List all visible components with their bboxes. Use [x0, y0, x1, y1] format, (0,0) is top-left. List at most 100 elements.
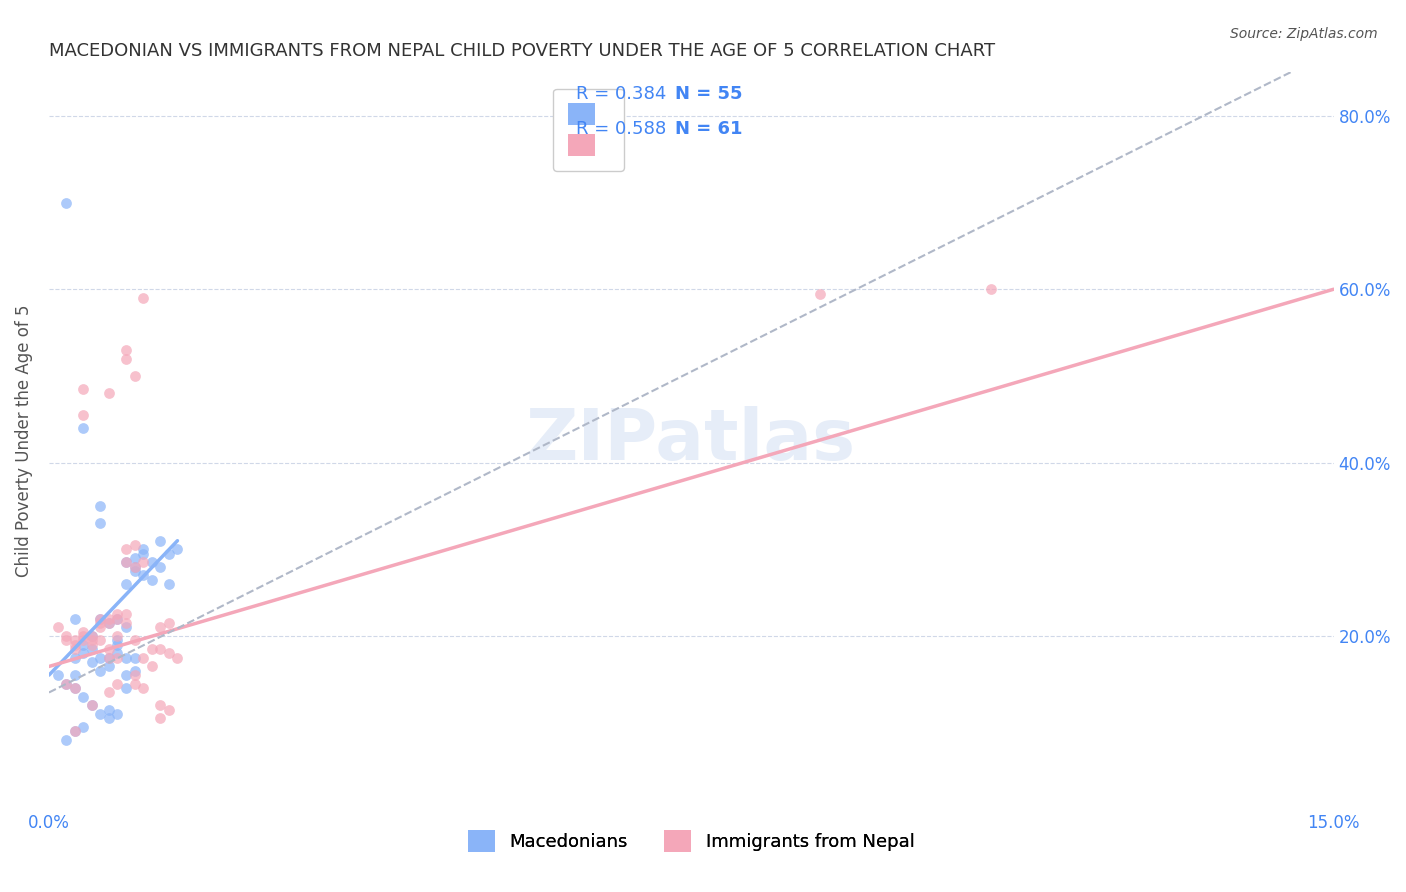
Point [149, 533, 172, 548]
Point [115, 620, 138, 634]
Point [80, 642, 103, 657]
Point [89, 612, 111, 626]
Text: R = 0.384: R = 0.384 [576, 85, 666, 103]
Point [115, 555, 138, 569]
Point [72, 408, 94, 422]
Point [124, 538, 146, 552]
Point [89, 516, 111, 531]
Point [115, 542, 138, 557]
Point [132, 555, 155, 569]
Point [980, 282, 1002, 296]
Point [89, 650, 111, 665]
Point [97, 642, 120, 657]
Point [115, 351, 138, 366]
Point [124, 564, 146, 578]
Point [80, 629, 103, 643]
Point [63, 650, 86, 665]
Legend: Macedonians, Immigrants from Nepal: Macedonians, Immigrants from Nepal [461, 823, 922, 860]
Point [97, 685, 120, 699]
Point [63, 668, 86, 682]
Point [132, 650, 155, 665]
Point [97, 616, 120, 631]
Point [141, 573, 163, 587]
Point [107, 677, 129, 691]
Point [149, 698, 172, 713]
Point [124, 650, 146, 665]
Point [149, 711, 172, 725]
Point [166, 542, 188, 557]
Point [80, 698, 103, 713]
Point [107, 629, 129, 643]
Point [63, 681, 86, 695]
Point [149, 642, 172, 657]
Point [149, 620, 172, 634]
Point [97, 711, 120, 725]
Point [89, 664, 111, 678]
Point [55, 677, 77, 691]
Point [115, 650, 138, 665]
Point [72, 382, 94, 396]
Point [132, 547, 155, 561]
Point [115, 577, 138, 591]
Point [124, 633, 146, 648]
Point [63, 681, 86, 695]
Point [107, 638, 129, 652]
Point [72, 647, 94, 661]
Point [107, 633, 129, 648]
Point [89, 633, 111, 648]
Point [72, 421, 94, 435]
Point [72, 633, 94, 648]
Text: Source: ZipAtlas.com: Source: ZipAtlas.com [1230, 27, 1378, 41]
Point [80, 638, 103, 652]
Point [89, 499, 111, 513]
Point [141, 659, 163, 673]
Point [115, 681, 138, 695]
Point [141, 642, 163, 657]
Point [124, 559, 146, 574]
Point [72, 638, 94, 652]
Point [107, 647, 129, 661]
Point [97, 386, 120, 401]
Point [107, 612, 129, 626]
Point [107, 707, 129, 722]
Point [115, 616, 138, 631]
Point [115, 668, 138, 682]
Point [124, 668, 146, 682]
Point [72, 720, 94, 734]
Point [80, 629, 103, 643]
Point [141, 555, 163, 569]
Point [157, 616, 180, 631]
Point [97, 703, 120, 717]
Point [46, 668, 69, 682]
Point [55, 195, 77, 210]
Point [97, 659, 120, 673]
Point [97, 650, 120, 665]
Point [97, 612, 120, 626]
Point [72, 690, 94, 704]
Point [132, 568, 155, 582]
Point [107, 607, 129, 622]
Point [89, 612, 111, 626]
Point [115, 343, 138, 357]
Point [132, 291, 155, 305]
Point [55, 629, 77, 643]
Point [80, 698, 103, 713]
Text: N = 55: N = 55 [675, 85, 742, 103]
Point [808, 286, 831, 301]
Point [63, 633, 86, 648]
Point [107, 612, 129, 626]
Point [124, 677, 146, 691]
Point [72, 624, 94, 639]
Point [124, 551, 146, 566]
Point [80, 655, 103, 669]
Text: MACEDONIAN VS IMMIGRANTS FROM NEPAL CHILD POVERTY UNDER THE AGE OF 5 CORRELATION: MACEDONIAN VS IMMIGRANTS FROM NEPAL CHIL… [49, 42, 995, 60]
Point [157, 577, 180, 591]
Point [124, 559, 146, 574]
Point [63, 724, 86, 739]
Point [89, 707, 111, 722]
Point [132, 542, 155, 557]
Text: R = 0.588: R = 0.588 [576, 120, 666, 138]
Point [89, 616, 111, 631]
Text: N = 61: N = 61 [675, 120, 742, 138]
Point [149, 559, 172, 574]
